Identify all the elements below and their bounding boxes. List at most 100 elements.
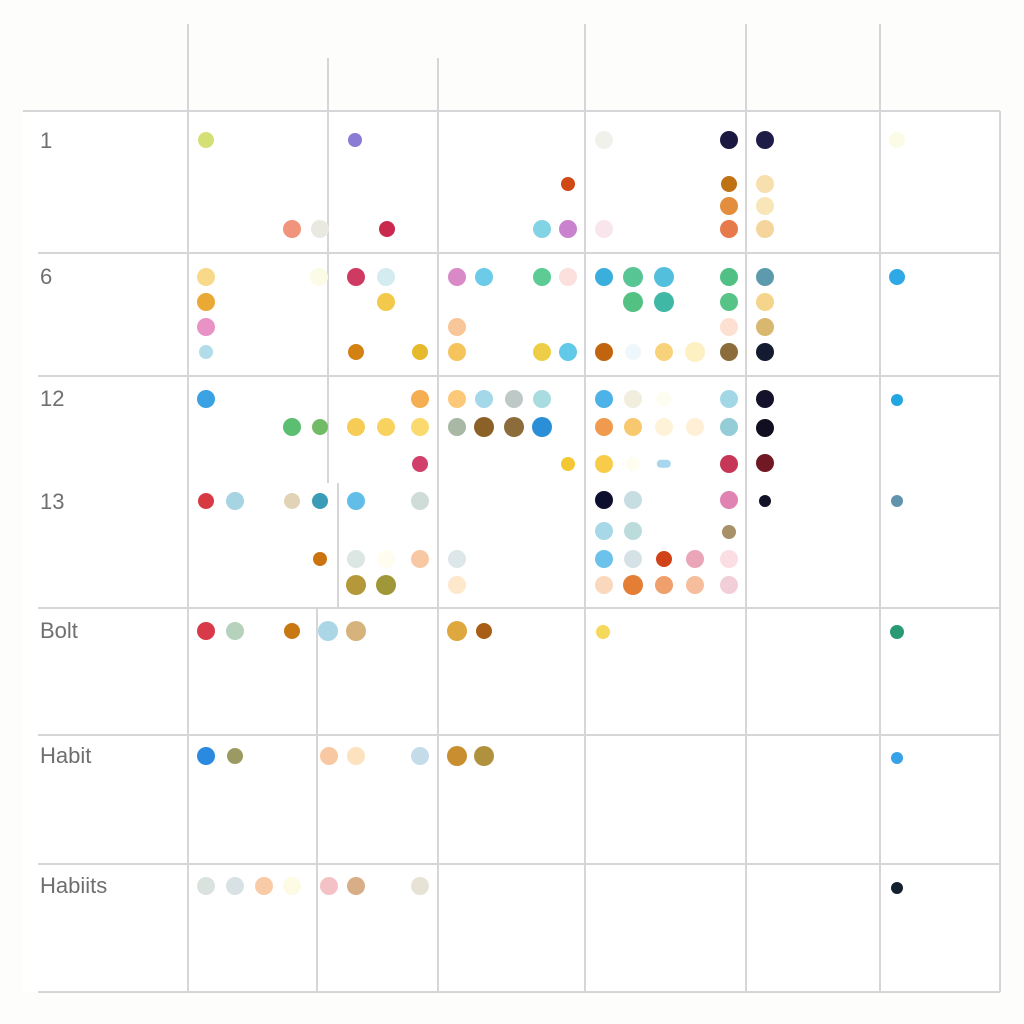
habit-dot xyxy=(377,418,395,436)
habit-dot xyxy=(197,747,215,765)
habit-dot xyxy=(320,877,338,895)
habit-dot xyxy=(720,550,738,568)
habit-dot xyxy=(625,344,641,360)
habit-dot xyxy=(686,576,704,594)
habit-dot xyxy=(533,343,551,361)
row-label-habiits: Habiits xyxy=(40,873,108,898)
grid-vline xyxy=(187,24,189,992)
habit-dot xyxy=(377,268,395,286)
habit-dot xyxy=(226,622,244,640)
row-label-1: 1 xyxy=(40,128,53,153)
habit-dot xyxy=(227,748,243,764)
habit-dot xyxy=(532,417,552,437)
habit-dot xyxy=(720,268,738,286)
habit-dot xyxy=(756,419,774,437)
habit-dot xyxy=(347,877,365,895)
habit-dot xyxy=(685,342,705,362)
habit-dot xyxy=(720,455,738,473)
habit-dot xyxy=(561,177,575,191)
grid-hline xyxy=(38,375,1000,377)
habit-dot xyxy=(411,492,429,510)
habit-dot xyxy=(312,493,328,509)
habit-dot xyxy=(756,454,774,472)
habit-dot xyxy=(197,268,215,286)
habit-dot xyxy=(561,457,575,471)
habit-dot xyxy=(891,495,903,507)
grid-hline xyxy=(23,110,1000,112)
habit-dot xyxy=(756,293,774,311)
habit-dot xyxy=(756,343,774,361)
habit-dot xyxy=(411,550,429,568)
habit-dot xyxy=(198,493,214,509)
habit-dot xyxy=(756,390,774,408)
habit-dot xyxy=(474,417,494,437)
habit-dot xyxy=(412,344,428,360)
habit-dot xyxy=(624,390,642,408)
habit-dot xyxy=(226,492,244,510)
habit-dot xyxy=(198,132,214,148)
habit-dot xyxy=(411,877,429,895)
habit-dot xyxy=(720,576,738,594)
grid-vline xyxy=(337,483,339,608)
habit-dot xyxy=(595,418,613,436)
row-label-12: 12 xyxy=(40,386,65,411)
habit-dot xyxy=(197,877,215,895)
habit-dot xyxy=(448,550,466,568)
habit-dot xyxy=(654,267,674,287)
habit-dot xyxy=(559,343,577,361)
habit-dot xyxy=(348,133,362,147)
habit-dot xyxy=(654,292,674,312)
habit-dot xyxy=(626,457,640,471)
habit-dot xyxy=(448,268,466,286)
habit-dot xyxy=(312,419,328,435)
habit-dot xyxy=(411,390,429,408)
habit-dot xyxy=(720,318,738,336)
habit-dot xyxy=(376,575,396,595)
habit-dot xyxy=(655,343,673,361)
habit-dot xyxy=(346,621,366,641)
habit-dot xyxy=(655,418,673,436)
row-label-13: 13 xyxy=(40,489,65,514)
habit-dot xyxy=(226,877,244,895)
habit-dot xyxy=(347,268,365,286)
habit-dot xyxy=(411,418,429,436)
habit-dot xyxy=(595,455,613,473)
habit-dot xyxy=(284,493,300,509)
habit-dot xyxy=(720,220,738,238)
habit-dot xyxy=(720,418,738,436)
habit-dot xyxy=(891,752,903,764)
habit-dot xyxy=(624,550,642,568)
habit-dot xyxy=(756,131,774,149)
habit-dot xyxy=(311,220,329,238)
habit-dot xyxy=(448,390,466,408)
habit-dot xyxy=(595,390,613,408)
habit-dot xyxy=(476,623,492,639)
habit-dot xyxy=(720,293,738,311)
habit-dot xyxy=(379,221,395,237)
habit-dot xyxy=(474,746,494,766)
habit-dot xyxy=(504,417,524,437)
habit-dot xyxy=(756,318,774,336)
habit-dot xyxy=(623,292,643,312)
habit-dot xyxy=(624,491,642,509)
habit-dot xyxy=(559,268,577,286)
habit-dot xyxy=(686,550,704,568)
row-label-bolt: Bolt xyxy=(40,618,78,643)
habit-dot xyxy=(624,418,642,436)
habit-dot xyxy=(448,576,466,594)
grid-hline xyxy=(38,607,1000,609)
habit-dot xyxy=(720,197,738,215)
habit-dot xyxy=(889,132,905,148)
habit-dot xyxy=(255,877,273,895)
grid-vline xyxy=(999,111,1001,992)
grid-vline xyxy=(327,58,329,483)
habit-dot xyxy=(720,131,738,149)
grid-vline xyxy=(879,24,881,992)
habit-dot xyxy=(756,175,774,193)
habit-dot xyxy=(891,394,903,406)
habit-dot xyxy=(595,220,613,238)
habit-dot xyxy=(722,525,736,539)
habit-dot xyxy=(655,576,673,594)
habit-dot xyxy=(595,491,613,509)
